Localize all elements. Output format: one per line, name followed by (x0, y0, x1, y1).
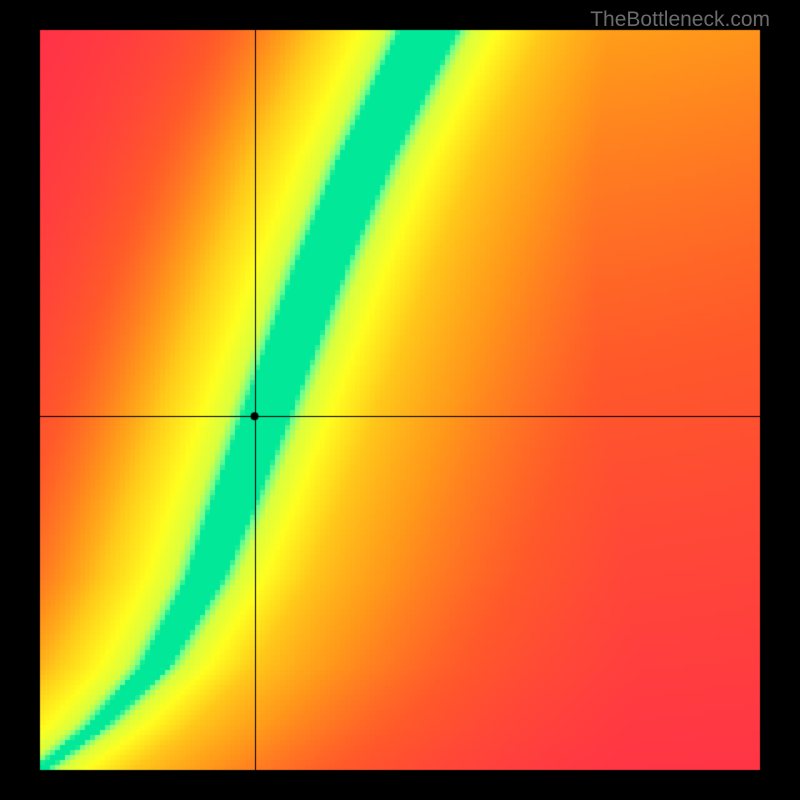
watermark-text: TheBottleneck.com (590, 8, 770, 32)
plot-container: TheBottleneck.com (0, 0, 800, 800)
heatmap-canvas (0, 0, 800, 800)
